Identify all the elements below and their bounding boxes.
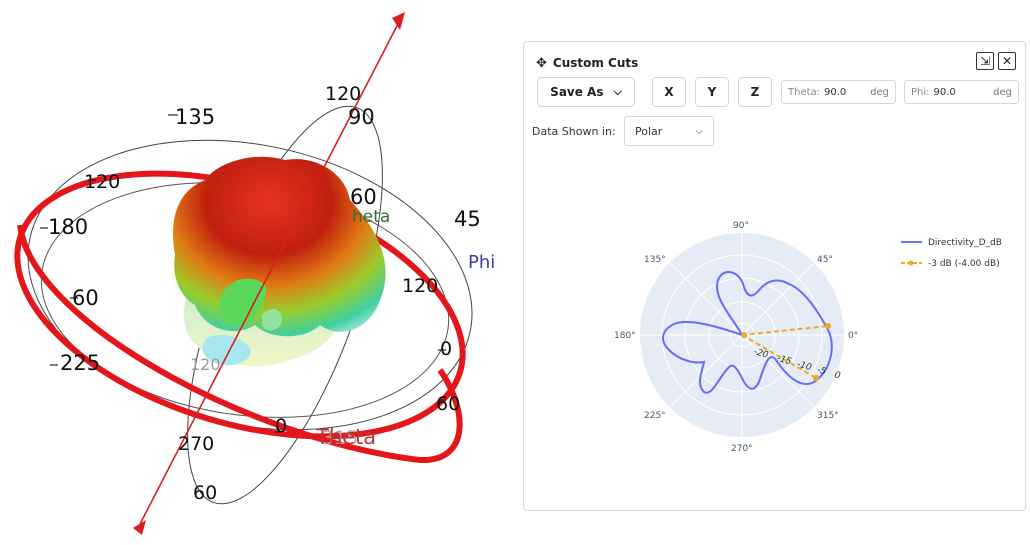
label-90: 90 — [348, 105, 375, 129]
chevron-down-icon: ⌵ — [695, 125, 703, 137]
save-as-label: Save As — [550, 85, 604, 99]
label-60-right: 60 — [436, 393, 460, 415]
label-45: 45 — [454, 207, 481, 231]
radial-label: 0 — [833, 370, 842, 381]
data-shown-value: Polar — [635, 124, 663, 138]
threshold-line[interactable] — [741, 325, 829, 379]
z-axis-button[interactable]: Z — [738, 77, 772, 107]
angle-90: 90° — [733, 221, 749, 231]
label-120-gray: 120 — [190, 355, 221, 374]
angle-135: 135° — [644, 255, 666, 265]
label-0-right: 0 — [440, 338, 452, 360]
scale-labels: 135 120 90 120 180 60 225 45 120 0 60 27… — [48, 83, 481, 504]
threshold-marker[interactable] — [741, 332, 747, 338]
label-315: 315 — [322, 427, 358, 449]
data-shown-label: Data Shown in: — [532, 125, 616, 138]
x-axis-button[interactable]: X — [652, 77, 686, 107]
panel-header: ✥ Custom Cuts — [536, 54, 638, 72]
move-icon[interactable]: ✥ — [536, 55, 547, 71]
y-axis-button[interactable]: Y — [695, 77, 729, 107]
label-60-center: 60 — [350, 185, 377, 209]
save-as-button[interactable]: Save As ⌵ — [537, 77, 635, 107]
radial-label: -5 — [816, 365, 828, 377]
radial-label: -20 — [752, 347, 769, 361]
legend: Directivity_D_dB -3 dB (-4.00 dB) — [901, 238, 1002, 269]
angle-315: 315° — [817, 411, 839, 421]
theta-label: Theta: — [788, 86, 821, 98]
label-225: 225 — [60, 351, 100, 375]
label-phi: Phi — [468, 252, 495, 273]
angle-225: 225° — [644, 411, 666, 421]
theta-axis — [139, 19, 401, 525]
custom-cuts-panel: ✥ Custom Cuts ⇲ ✕ Save As ⌵ X Y Z Theta:… — [523, 41, 1026, 511]
legend-label-threshold[interactable]: -3 dB (-4.00 dB) — [928, 259, 1000, 269]
chevron-down-icon: ⌵ — [613, 85, 622, 98]
cut-ring-front — [17, 224, 463, 464]
restore-window-icon[interactable]: ⇲ — [976, 52, 994, 70]
lobe-inner-green — [219, 278, 266, 325]
label-120-right: 120 — [402, 275, 438, 297]
lobe-main[interactable] — [173, 156, 386, 337]
threshold-marker[interactable] — [813, 375, 819, 381]
legend-label-trace[interactable]: Directivity_D_dB — [928, 238, 1002, 248]
theta-field[interactable]: Theta: 90.0 deg — [781, 80, 896, 104]
angle-0: 0° — [848, 331, 858, 341]
label-135: 135 — [175, 105, 215, 129]
radial-label: -10 — [796, 360, 813, 374]
label-0-bottom: 0 — [275, 415, 287, 437]
label-270: 270 — [178, 433, 214, 455]
radiation-pattern-3d-view[interactable]: 135 120 90 120 180 60 225 45 120 0 60 27… — [0, 0, 520, 545]
label-120-top: 120 — [325, 83, 361, 105]
radial-label: -15 — [775, 354, 792, 368]
panel-title: Custom Cuts — [552, 56, 639, 70]
threshold-marker[interactable] — [825, 323, 831, 329]
axis-arrow-top — [392, 12, 405, 30]
data-shown-select[interactable]: Polar ⌵ — [624, 116, 714, 146]
legend-marker-threshold — [908, 260, 914, 266]
label-theta: Theta — [315, 425, 376, 449]
label-120-left: 120 — [84, 171, 120, 193]
close-icon[interactable]: ✕ — [998, 52, 1016, 70]
lobe-bottom-cyan — [202, 334, 251, 366]
angle-labels: 90° 45° 0° 315° 270° 225° 180° 135° — [614, 221, 858, 454]
phi-field[interactable]: Phi: 90.0 deg — [904, 80, 1019, 104]
label-180: 180 — [48, 215, 88, 239]
phi-value[interactable]: 90.0 — [933, 86, 956, 98]
phi-label: Phi: — [911, 86, 930, 98]
phi-unit: deg — [993, 86, 1012, 98]
label-theta-small: heta — [352, 207, 390, 227]
label-60-bottom: 60 — [193, 482, 217, 504]
lobe-inner-green-2 — [262, 308, 282, 331]
polar-plot[interactable]: 90° 45° 0° 315° 270° 225° 180° 135° -20 … — [524, 192, 1025, 510]
directivity-trace[interactable] — [662, 271, 833, 394]
label-60-left: 60 — [72, 286, 99, 310]
theta-value[interactable]: 90.0 — [824, 86, 847, 98]
scale-ticks — [40, 114, 446, 433]
angle-270: 270° — [731, 444, 753, 454]
angle-45: 45° — [817, 255, 833, 265]
theta-unit: deg — [870, 86, 889, 98]
axis-arrow-bottom — [133, 520, 146, 535]
angle-180: 180° — [614, 331, 636, 341]
radial-labels: -20 -15 -10 -5 0 — [752, 347, 841, 381]
